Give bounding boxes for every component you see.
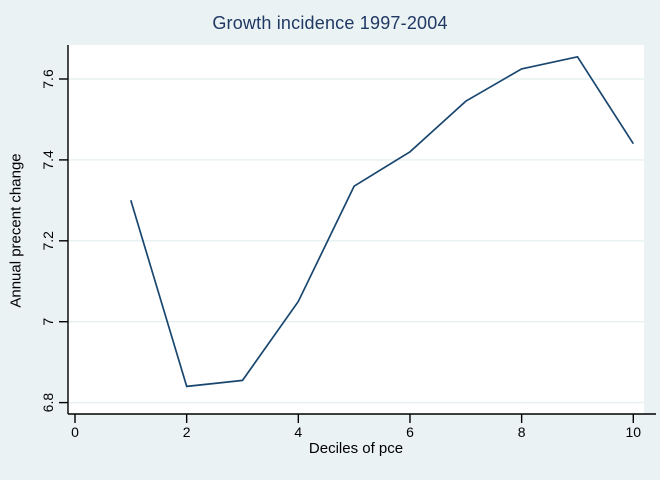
x-axis-title: Deciles of pce — [308, 440, 404, 457]
y-tick-label: 7 — [40, 318, 56, 326]
x-tick-label: 2 — [183, 424, 191, 440]
x-tick-label: 10 — [626, 424, 642, 440]
y-tick-label: 6.8 — [40, 393, 56, 413]
series-line — [129, 55, 635, 388]
x-tick-label: 4 — [294, 424, 302, 440]
y-tick-label: 7.4 — [40, 150, 56, 170]
x-tick-label: 0 — [71, 424, 79, 440]
plot-area — [68, 45, 644, 414]
chart-title: Growth incidence 1997-2004 — [212, 13, 448, 33]
x-tick-label: 8 — [518, 424, 526, 440]
x-tick-label: 6 — [406, 424, 414, 440]
y-tick-label: 7.2 — [40, 231, 56, 251]
y-axis-title: Annual precent change — [7, 153, 25, 308]
y-tick-label: 7.6 — [40, 69, 56, 89]
